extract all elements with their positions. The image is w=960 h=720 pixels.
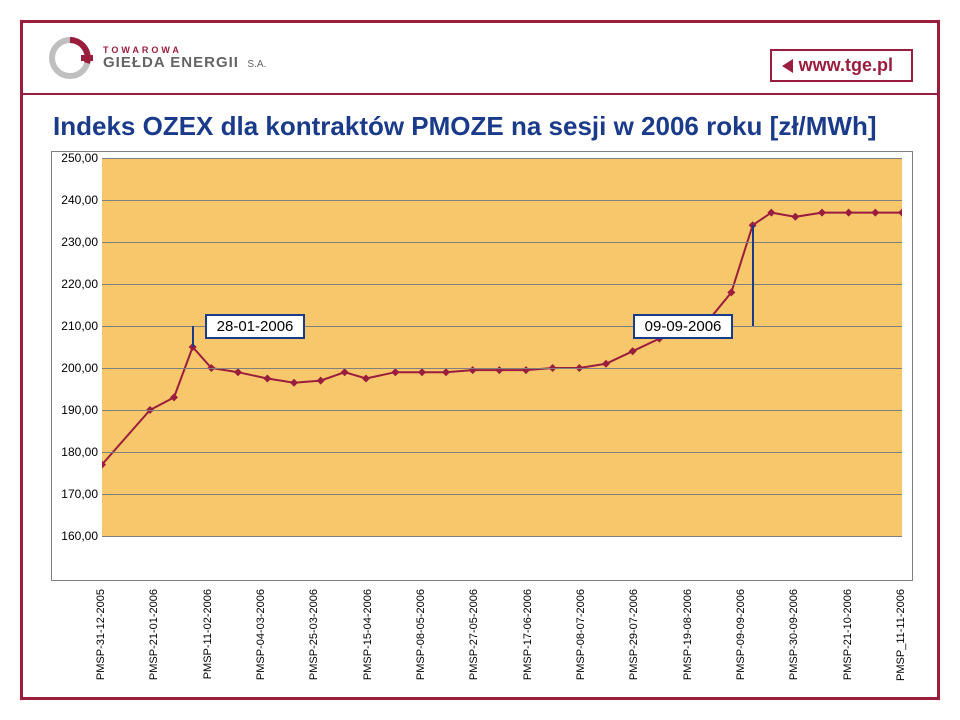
gridline (102, 158, 902, 159)
x-axis-label: PMSP-19-08-2006 (682, 589, 694, 680)
x-axis-label: PMSP-11-02-2006 (202, 589, 214, 679)
chart-title: Indeks OZEX dla kontraktów PMOZE na sesj… (53, 111, 877, 142)
x-axis-label: PMSP-29-07-2006 (628, 589, 640, 680)
y-axis-label: 180,00 (56, 445, 98, 459)
x-axis-label: PMSP-21-01-2006 (148, 589, 160, 680)
x-axis-label: PMSP-30-09-2006 (788, 589, 800, 680)
brand-logo: TOWAROWA GIEŁDA ENERGII S.A. (47, 35, 266, 81)
brand-url: www.tge.pl (799, 55, 893, 76)
tge-logo-icon (47, 35, 93, 81)
callout-connector (192, 326, 194, 347)
line-chart (102, 158, 902, 536)
y-axis-label: 160,00 (56, 529, 98, 543)
x-axis-label: PMSP-25-03-2006 (308, 589, 320, 680)
x-axis-label: PMSP-21-10-2006 (842, 589, 854, 680)
gridline (102, 368, 902, 369)
y-axis-label: 190,00 (56, 403, 98, 417)
arrow-left-icon (782, 59, 793, 73)
presentation-frame: TOWAROWA GIEŁDA ENERGII S.A. www.tge.pl … (20, 20, 940, 700)
callout-connector (752, 225, 754, 326)
x-axis-label: PMSP-09-09-2006 (735, 589, 747, 680)
y-axis-label: 200,00 (56, 361, 98, 375)
chart-container: 160,00 170,00 180,00 190,00 200,00 210,00 220,… (51, 151, 913, 581)
gridline (102, 410, 902, 411)
brand-big-text: GIEŁDA ENERGII (103, 54, 239, 71)
x-axis-label: PMSP-31-12-2005 (95, 589, 107, 680)
gridline (102, 284, 902, 285)
gridline (102, 452, 902, 453)
x-axis-label: PMSP-27-05-2006 (468, 589, 480, 680)
gridline (102, 242, 902, 243)
y-axis-label: 250,00 (56, 151, 98, 165)
gridline (102, 494, 902, 495)
brand-url-box: www.tge.pl (770, 49, 913, 82)
x-axis-label: PMSP-08-05-2006 (415, 589, 427, 680)
plot-area (102, 158, 902, 536)
brand-suffix: S.A. (247, 59, 266, 70)
x-axis-labels: PMSP-31-12-2005 PMSP-21-01-2006 PMSP-11-02… (51, 583, 913, 703)
x-axis-label: PMSP-15-04-2006 (362, 589, 374, 680)
header-bar: TOWAROWA GIEŁDA ENERGII S.A. www.tge.pl (23, 23, 937, 95)
gridline (102, 200, 902, 201)
gridline (102, 536, 902, 537)
x-axis-label: PMSP-04-03-2006 (255, 589, 267, 680)
x-axis-label: PMSP-08-07-2006 (575, 589, 587, 680)
y-axis-label: 170,00 (56, 487, 98, 501)
chart-callout: 28-01-2006 (205, 314, 306, 339)
x-axis-label: PMSP-17-06-2006 (522, 589, 534, 680)
chart-callout: 09-09-2006 (633, 314, 734, 339)
y-axis-label: 240,00 (56, 193, 98, 207)
y-axis-label: 230,00 (56, 235, 98, 249)
y-axis-label: 210,00 (56, 319, 98, 333)
x-axis-label: PMSP_11-11-2006 (895, 589, 907, 681)
y-axis-label: 220,00 (56, 277, 98, 291)
